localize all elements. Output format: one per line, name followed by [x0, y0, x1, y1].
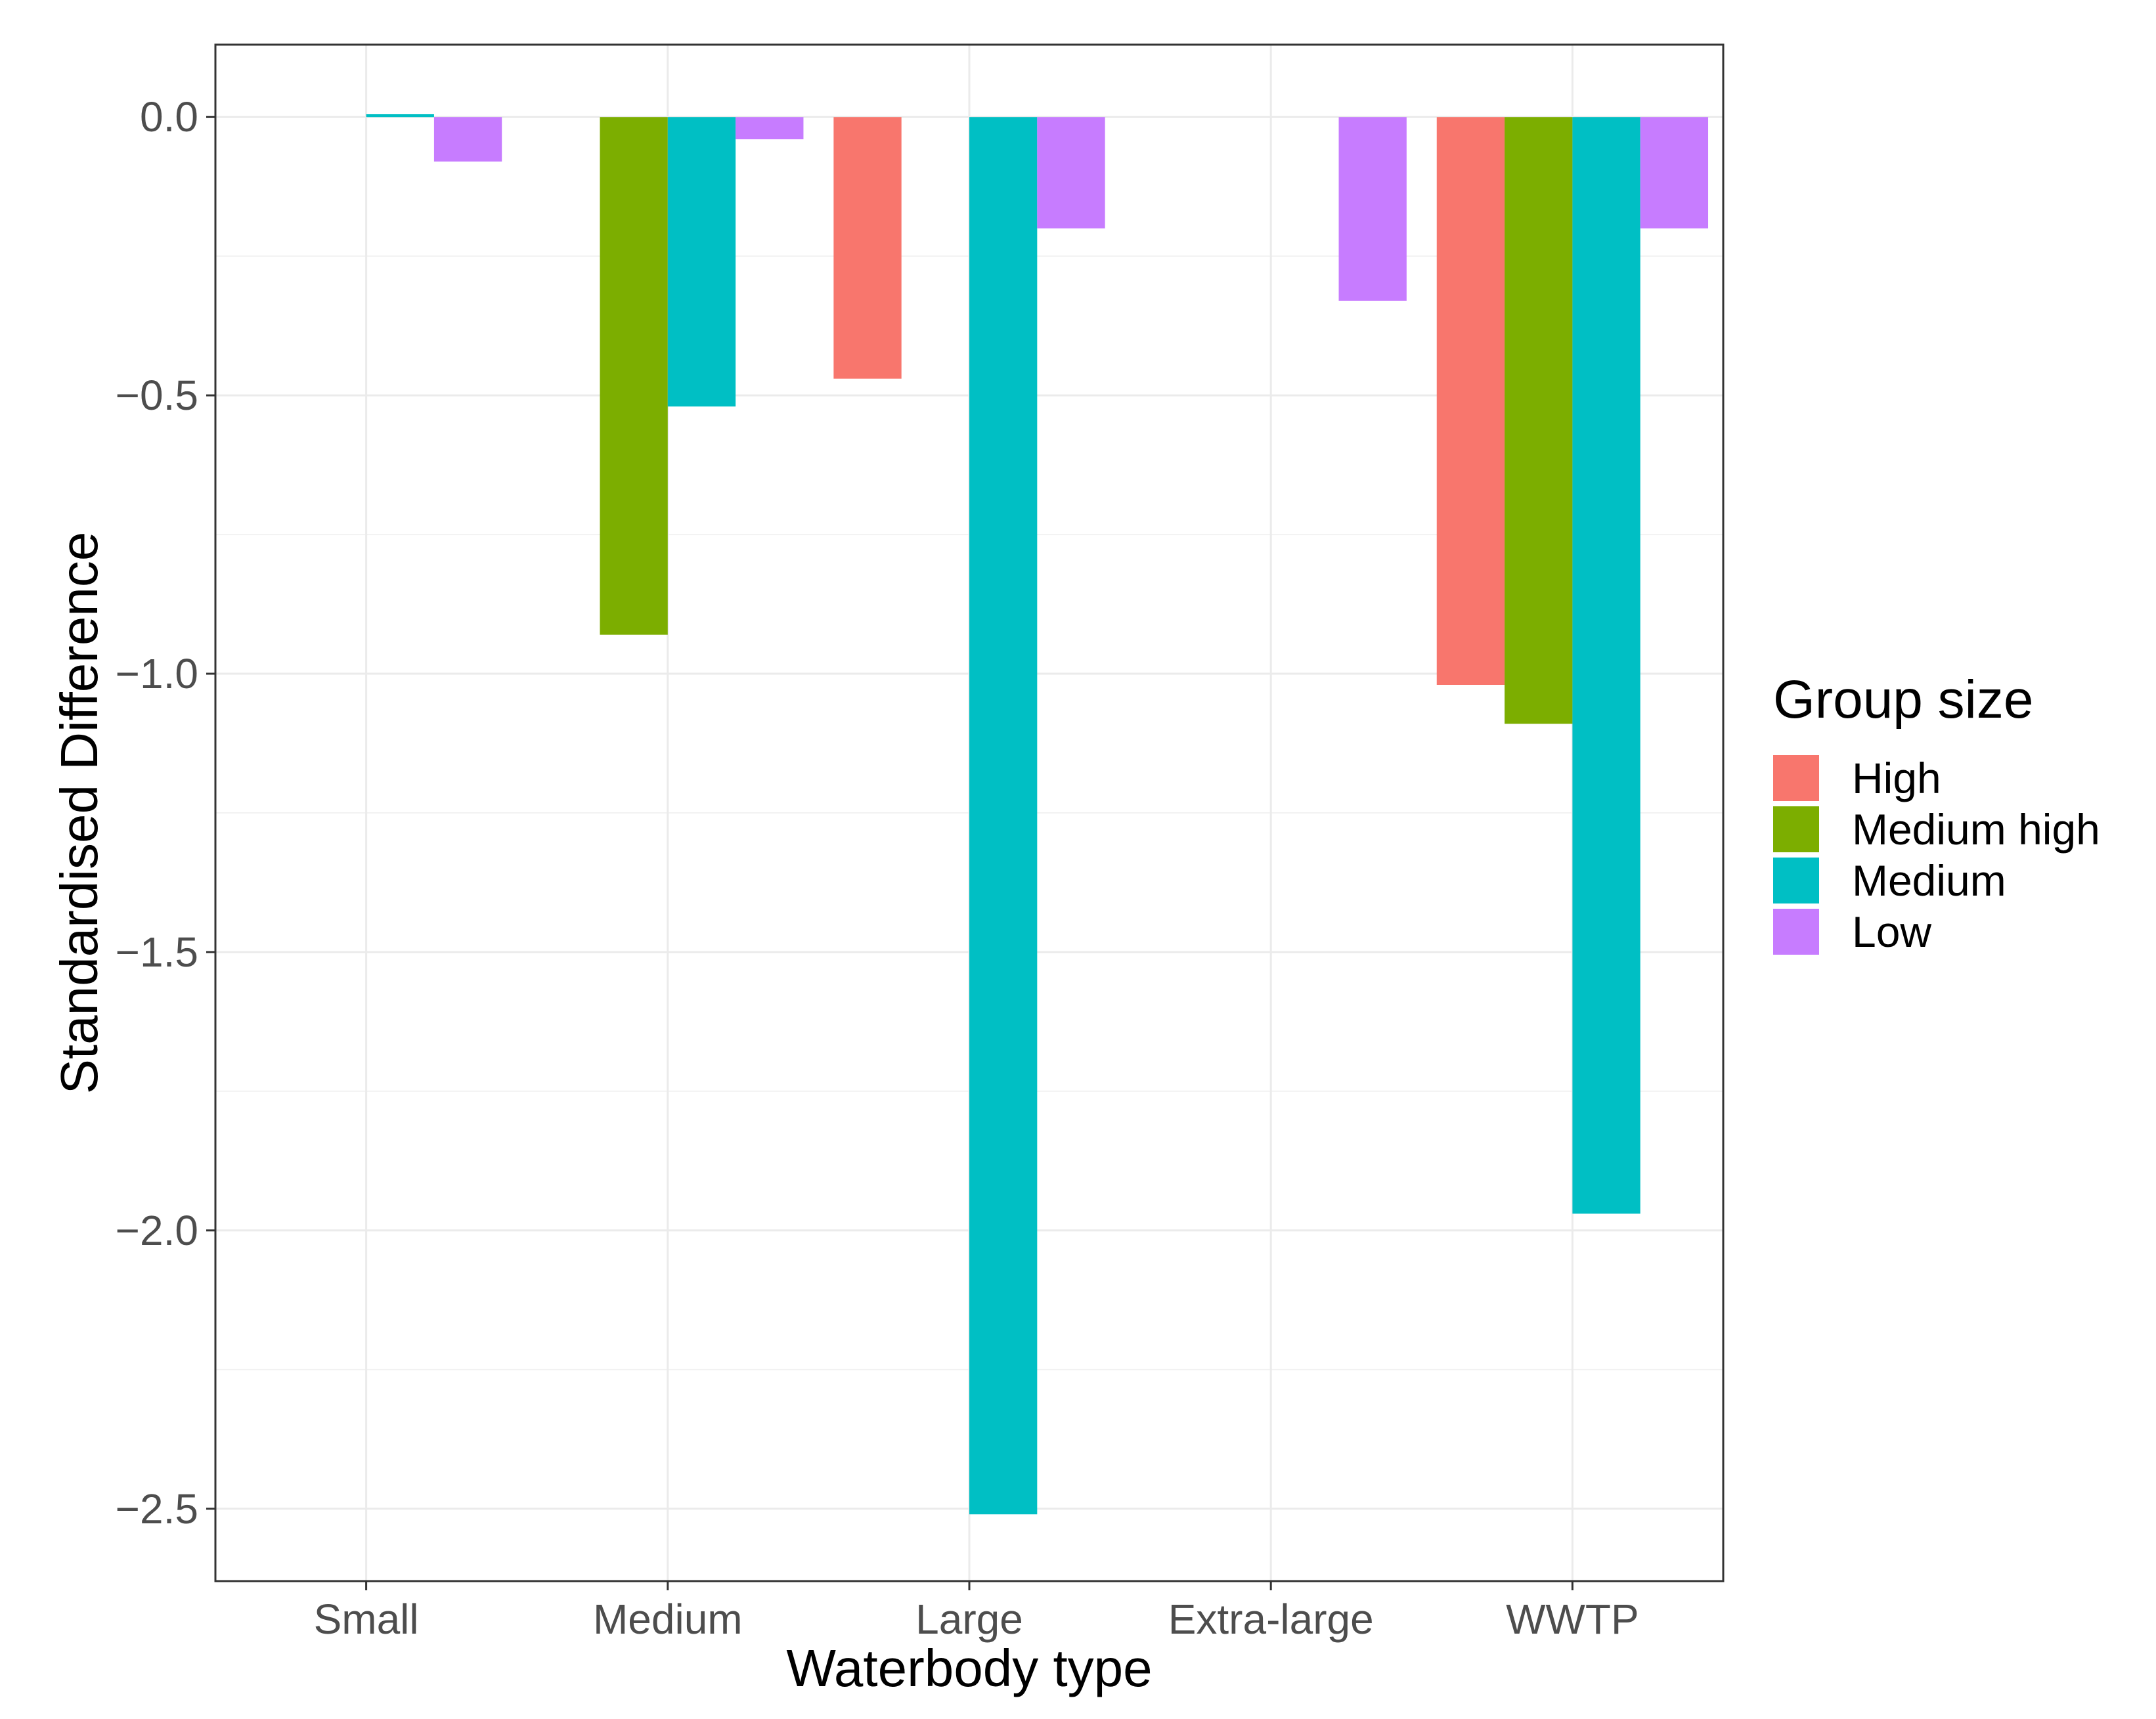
legend-label: Medium high — [1852, 805, 2100, 854]
y-tick-label: −0.5 — [116, 372, 198, 419]
bar-medium-medium — [667, 117, 736, 407]
y-tick-label: −1.5 — [116, 928, 198, 976]
x-tick-label: WWTP — [1506, 1596, 1639, 1643]
bar-medium-small — [366, 114, 434, 118]
x-tick-label: Medium — [593, 1596, 743, 1643]
bar-high-wwtp — [1436, 117, 1505, 685]
bar-low-large — [1037, 117, 1105, 228]
x-tick-label: Small — [314, 1596, 419, 1643]
legend-key — [1773, 806, 1819, 852]
bar-low-wwtp — [1640, 117, 1709, 228]
legend-title: Group size — [1773, 670, 2034, 729]
legend-key — [1773, 755, 1819, 801]
x-axis-title: Waterbody type — [786, 1639, 1152, 1697]
y-tick-label: −2.5 — [116, 1485, 198, 1533]
bar-low-extra-large — [1338, 117, 1407, 301]
legend-label: Low — [1852, 907, 1931, 956]
legend-label: Medium — [1852, 856, 2006, 905]
bar-medium-large — [969, 117, 1038, 1515]
y-tick-label: −2.0 — [116, 1207, 198, 1254]
bar-low-small — [433, 117, 502, 162]
legend-key — [1773, 858, 1819, 903]
legend-key — [1773, 909, 1819, 955]
bar-medium-high-medium — [600, 117, 668, 635]
bar-medium-wwtp — [1572, 117, 1640, 1214]
x-tick-label: Extra-large — [1168, 1596, 1374, 1643]
y-tick-label: −1.0 — [116, 650, 198, 697]
y-tick-label: 0.0 — [140, 93, 198, 141]
x-tick-label: Large — [915, 1596, 1023, 1643]
bar-high-large — [833, 117, 902, 379]
axes: 0.0 −0.5 −1.0 −1.5 −2.0 −2.5 Small Medium Large E… — [116, 93, 1639, 1643]
bar-medium-high-wwtp — [1505, 117, 1573, 724]
bars — [366, 114, 1709, 1515]
y-axis-title: Standardised Difference — [50, 532, 108, 1095]
legend-label: High — [1852, 754, 1941, 802]
bar-low-medium — [736, 117, 804, 140]
